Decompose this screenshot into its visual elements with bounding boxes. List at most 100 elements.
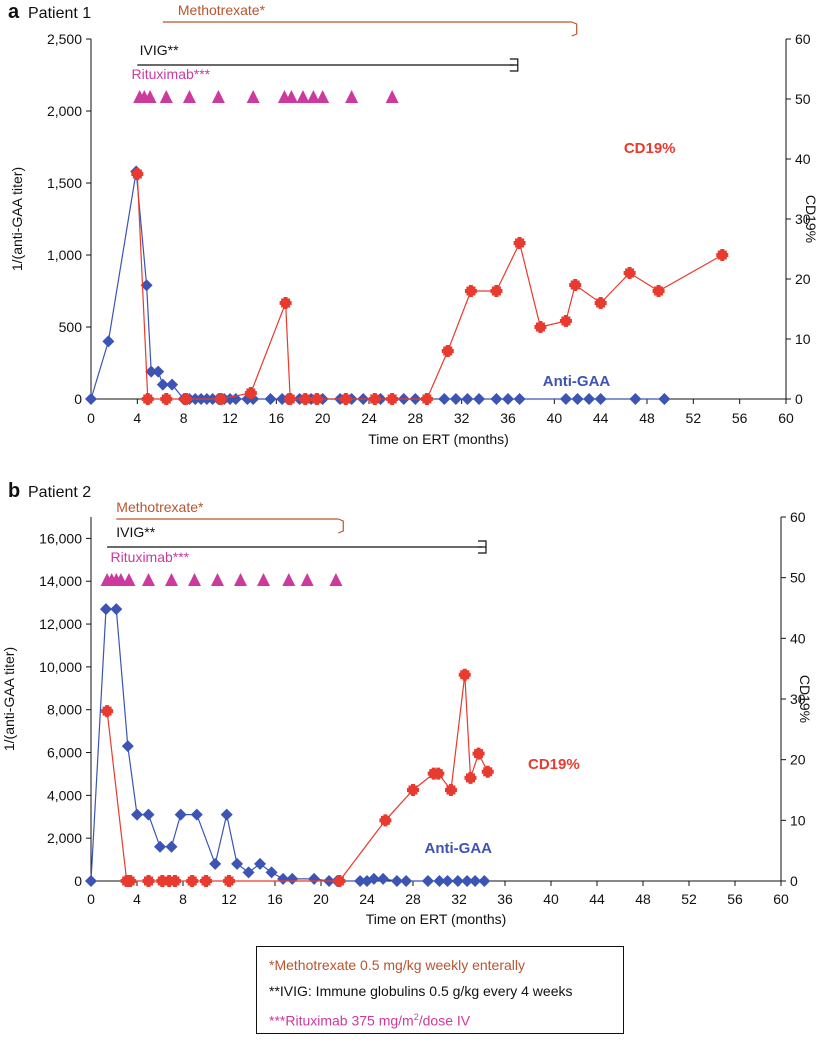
- anti-gaa-point: [473, 393, 486, 405]
- cd19-series-label: CD19%: [624, 140, 676, 157]
- cd19-point-core: [717, 250, 727, 260]
- anti-gaa-point: [264, 393, 277, 405]
- cd19-point-core: [460, 670, 470, 680]
- anti-gaa-point: [85, 875, 97, 887]
- anti-gaa-point: [166, 378, 179, 391]
- x-tick-label: 56: [727, 891, 743, 907]
- y2-tick-label: 40: [795, 151, 811, 167]
- panel-title: Patient 1: [28, 5, 91, 22]
- legend-ivig: **IVIG: Immune globulins 0.5 g/kg every …: [269, 983, 573, 999]
- legend-rituximab-prefix: ***Rituximab 375 mg/m: [269, 1012, 414, 1029]
- cd19-series-label: CD19%: [528, 756, 580, 773]
- x-tick-label: 0: [87, 891, 95, 907]
- y-tick-label: 6,000: [47, 745, 82, 761]
- anti-gaa-point: [102, 335, 115, 348]
- cd19-point-core: [143, 394, 153, 404]
- y2-tick-label: 60: [795, 31, 811, 47]
- x-tick-label: 32: [454, 410, 470, 426]
- figure: a Patient 10 4 8 12 16 20 24 28 32 36 40 44 48 52 56 600…: [1, 1, 819, 927]
- y-tick-label: 14,000: [39, 573, 82, 589]
- x-axis-title: Time on ERT (months): [368, 431, 509, 447]
- rituximab-dose-marker: [165, 573, 178, 586]
- anti-gaa-point: [277, 872, 290, 885]
- cd19-point-core: [334, 876, 344, 886]
- x-axis-title: Time on ERT (months): [366, 911, 507, 927]
- x-tick-label: 48: [635, 891, 651, 907]
- x-tick-label: 8: [179, 891, 187, 907]
- anti-gaa-point: [209, 857, 222, 870]
- y-tick-label: 8,000: [47, 702, 82, 718]
- anti-gaa-point: [354, 875, 367, 887]
- cd19-point-core: [132, 169, 142, 179]
- anti-gaa-series-label: Anti-GAA: [425, 840, 493, 857]
- anti-gaa-point: [174, 808, 187, 821]
- anti-gaa-point: [286, 872, 299, 885]
- anti-gaa-point: [121, 740, 134, 753]
- x-tick-label: 52: [686, 410, 702, 426]
- legend-rituximab: ***Rituximab 375 mg/m2/dose IV: [269, 1004, 611, 1034]
- cd19-point-core: [443, 346, 453, 356]
- x-tick-label: 8: [180, 410, 188, 426]
- ivig-label: IVIG**: [140, 42, 179, 58]
- anti-gaa-point: [502, 393, 514, 405]
- anti-gaa-point: [433, 875, 446, 887]
- cd19-point-core: [102, 706, 112, 716]
- x-tick-label: 36: [497, 891, 513, 907]
- cd19-point-core: [433, 769, 443, 779]
- x-tick-label: 60: [778, 410, 794, 426]
- x-tick-label: 56: [732, 410, 748, 426]
- cd19-point-core: [224, 876, 234, 886]
- rituximab-dose-marker: [246, 90, 260, 103]
- cd19-point-core: [161, 394, 171, 404]
- rituximab-dose-marker: [211, 573, 224, 586]
- cd19-point-core: [466, 286, 476, 296]
- panel-letter: b: [8, 480, 20, 502]
- panel-a: a Patient 10 4 8 12 16 20 24 28 32 36 40 44 48 52 56 600…: [8, 1, 819, 447]
- treatment-legend: *Methotrexate 0.5 mg/kg weekly enterally…: [256, 946, 624, 1034]
- x-tick-label: 36: [500, 410, 516, 426]
- rituximab-label: Rituximab***: [132, 66, 211, 82]
- methotrexate-label: Methotrexate*: [116, 499, 204, 515]
- anti-gaa-point: [571, 393, 584, 405]
- cd19-point-core: [341, 394, 351, 404]
- rituximab-dose-marker: [211, 90, 225, 103]
- anti-gaa-point: [377, 872, 390, 885]
- y-tick-label: 2,500: [47, 31, 82, 47]
- cd19-point-core: [187, 876, 197, 886]
- y-tick-label: 500: [59, 319, 83, 335]
- anti-gaa-series-label: Anti-GAA: [543, 373, 611, 390]
- cd19-point-core: [125, 876, 135, 886]
- cd19-point-core: [515, 238, 525, 248]
- anti-gaa-point: [85, 393, 97, 405]
- rituximab-dose-marker: [300, 573, 314, 586]
- anti-gaa-point: [110, 603, 123, 616]
- anti-gaa-point: [231, 857, 244, 870]
- cd19-point-core: [446, 785, 456, 795]
- cd19-point-core: [285, 394, 295, 404]
- anti-gaa-point: [490, 393, 503, 405]
- cd19-point-core: [281, 298, 291, 308]
- cd19-series-line: [136, 173, 723, 400]
- x-tick-label: 48: [639, 410, 655, 426]
- anti-gaa-point: [594, 393, 607, 405]
- y2-tick-label: 20: [790, 752, 806, 768]
- panel-title: Patient 2: [28, 484, 91, 501]
- cd19-point-core: [570, 280, 580, 290]
- methotrexate-label: Methotrexate*: [178, 2, 266, 18]
- anti-gaa-point: [367, 872, 380, 885]
- ivig-end-cap: [509, 58, 519, 72]
- y2-tick-label: 0: [790, 873, 798, 889]
- x-tick-label: 4: [133, 891, 141, 907]
- cd19-point-core: [370, 394, 380, 404]
- rituximab-dose-marker: [345, 90, 359, 103]
- cd19-point-core: [596, 298, 606, 308]
- y2-tick-label: 20: [795, 271, 811, 287]
- anti-gaa-point: [190, 808, 203, 821]
- anti-gaa-point: [308, 872, 321, 885]
- x-tick-label: 24: [361, 410, 377, 426]
- cd19-point-core: [181, 394, 191, 404]
- cd19-point-core: [535, 322, 545, 332]
- anti-gaa-point: [629, 393, 642, 405]
- x-tick-label: 12: [222, 410, 238, 426]
- rituximab-dose-marker: [316, 90, 330, 103]
